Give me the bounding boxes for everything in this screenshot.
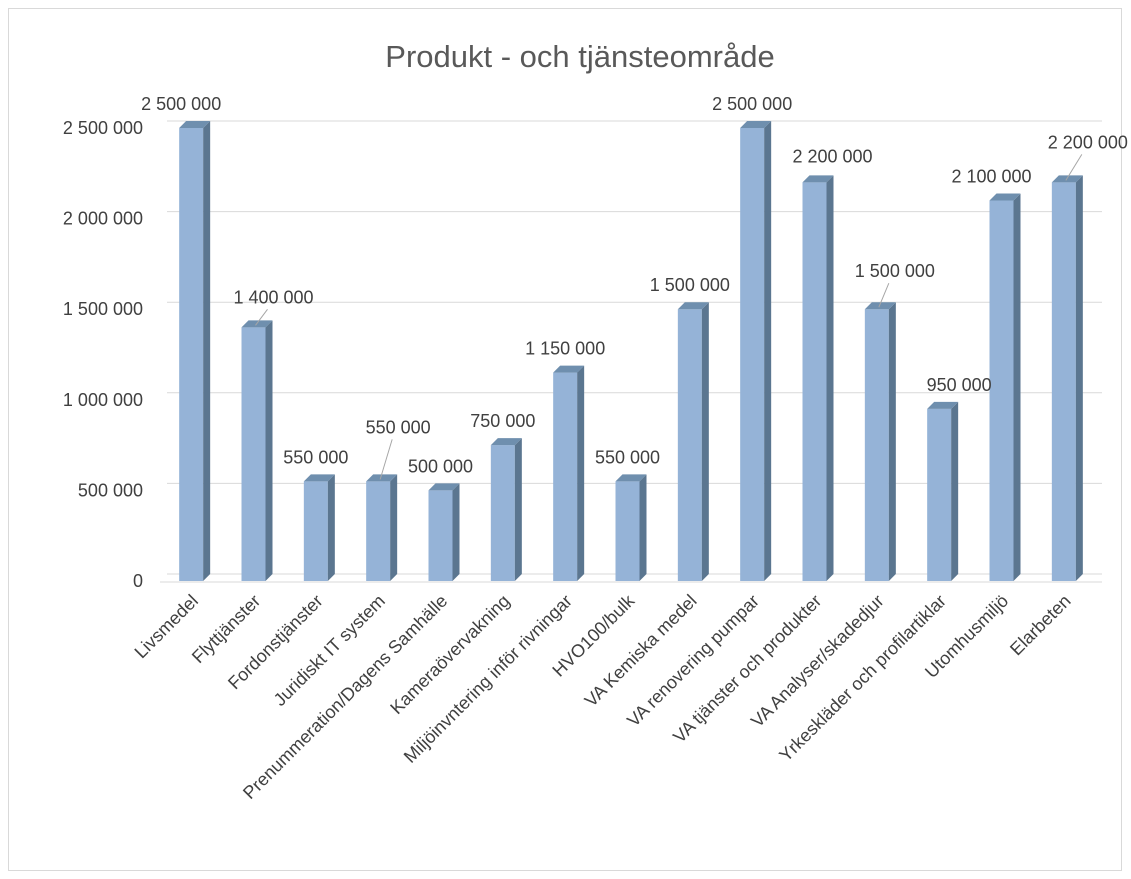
leader-lines: [255, 154, 1083, 480]
bar-side: [764, 121, 772, 581]
bar-side: [701, 302, 709, 581]
data-label: 550 000: [595, 447, 660, 467]
y-tick-label: 1 000 000: [63, 390, 143, 410]
bar: [366, 474, 398, 581]
data-label: 550 000: [283, 447, 348, 467]
bar-front: [989, 200, 1014, 582]
data-label: 750 000: [470, 411, 535, 431]
bar-top: [303, 474, 335, 482]
data-label: 1 500 000: [855, 261, 935, 281]
data-label: 2 500 000: [141, 94, 221, 114]
data-label: 2 200 000: [1048, 132, 1128, 152]
bar-front: [428, 490, 453, 581]
bar-side: [390, 474, 398, 581]
x-category-label: Kameraövervakning: [386, 591, 513, 718]
bar-front: [490, 445, 515, 581]
bar-top: [615, 474, 647, 482]
y-tick-label: 1 500 000: [63, 299, 143, 319]
bar-top: [179, 121, 211, 128]
y-tick-label: 2 000 000: [63, 209, 143, 229]
chart-title: Produkt - och tjänsteområde: [385, 39, 774, 74]
bar-side: [639, 474, 647, 581]
bar: [490, 438, 522, 581]
y-axis-ticks: 0 500 000 1 000 000 1 500 000 2 000 000 2 500…: [63, 118, 143, 591]
bar-side: [1013, 193, 1021, 582]
bar: [428, 483, 460, 581]
bar: [241, 320, 273, 581]
bar-top: [864, 302, 896, 310]
bar-top: [677, 302, 709, 310]
data-label: 1 150 000: [525, 339, 605, 359]
bar-front: [553, 372, 578, 581]
bar: [303, 474, 335, 581]
data-labels: 2 500 000 1 400 000 550 000 550 000 500 000 7…: [141, 94, 1128, 476]
bar: [615, 474, 647, 581]
bar-front: [677, 309, 702, 581]
bar-side: [265, 320, 273, 581]
bar-front: [740, 128, 765, 581]
leader-line: [255, 309, 268, 326]
bar-front: [927, 408, 952, 581]
bar-top: [802, 175, 834, 183]
bar-top: [428, 483, 460, 491]
bar-front: [179, 128, 204, 581]
bars: [179, 121, 1083, 582]
bar-top: [553, 365, 585, 373]
data-label: 1 400 000: [233, 287, 313, 307]
y-tick-label: 500 000: [78, 480, 143, 500]
bar: [864, 302, 896, 581]
y-tick-label: 0: [133, 571, 143, 591]
leader-line: [1065, 154, 1083, 181]
bar-front: [864, 309, 889, 581]
data-label: 500 000: [408, 456, 473, 476]
data-label: 550 000: [366, 417, 431, 437]
bar-side: [951, 401, 959, 581]
x-category-label: Juridiskt IT system: [270, 591, 389, 710]
bar-side: [826, 175, 834, 582]
bar-front: [303, 481, 328, 581]
bar-top: [740, 121, 772, 128]
bar-side: [203, 121, 211, 581]
bar: [989, 193, 1021, 582]
data-label: 2 200 000: [792, 146, 872, 166]
bar-side: [514, 438, 522, 581]
bar-front: [241, 327, 266, 581]
bar-side: [1075, 175, 1083, 582]
bar-side: [452, 483, 460, 581]
y-tick-label: 2 500 000: [63, 118, 143, 138]
bar: [677, 302, 709, 581]
x-category-label: Elarbeten: [1006, 591, 1075, 660]
data-label: 950 000: [927, 375, 992, 395]
bar-front: [802, 182, 827, 582]
bar-top: [989, 193, 1021, 201]
bar-side: [888, 302, 896, 581]
x-category-label: VA Kemiska medel: [581, 591, 701, 711]
x-axis-categories: LivsmedelFlyttjänsterFordonstjänsterJuri…: [131, 590, 1075, 803]
bar-front: [1051, 182, 1076, 582]
bar: [802, 175, 834, 582]
bar-side: [577, 365, 585, 581]
bar: [740, 121, 772, 581]
bar-top: [490, 438, 522, 446]
bar-front: [366, 481, 391, 581]
bar: [1051, 175, 1083, 582]
bar-side: [327, 474, 335, 581]
leader-line: [379, 439, 393, 480]
bar: [553, 365, 585, 581]
bar-front: [615, 481, 640, 581]
bar-top: [927, 401, 959, 409]
bar-top: [366, 474, 398, 482]
bar: [179, 121, 211, 581]
data-label: 2 100 000: [951, 166, 1031, 186]
data-label: 2 500 000: [712, 94, 792, 114]
leader-line: [878, 283, 890, 308]
bar: [927, 401, 959, 581]
data-label: 1 500 000: [650, 275, 730, 295]
